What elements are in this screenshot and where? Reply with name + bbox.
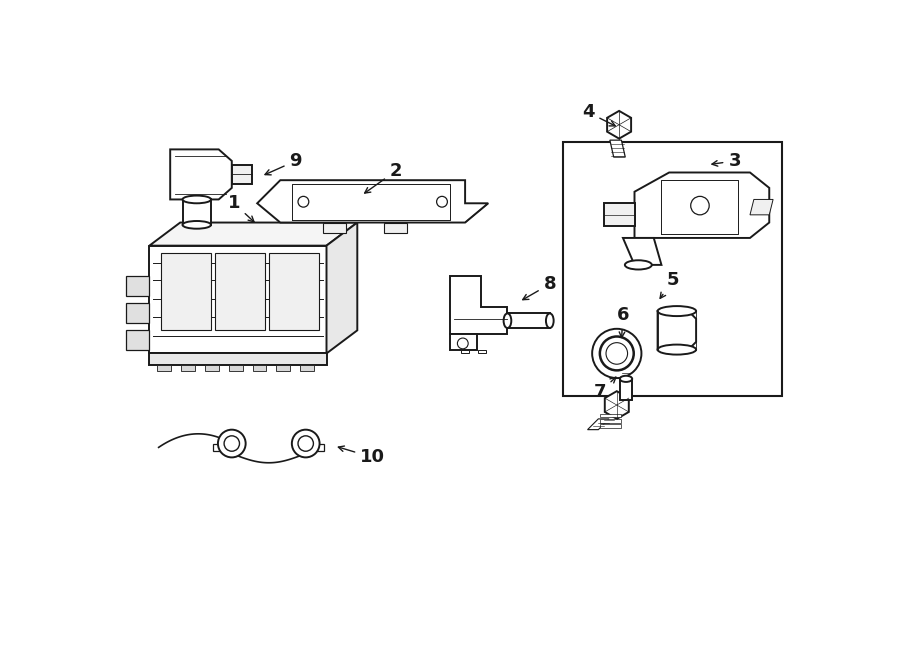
Polygon shape <box>604 204 634 226</box>
Circle shape <box>592 329 642 378</box>
Bar <box>562 141 782 396</box>
Ellipse shape <box>183 221 211 229</box>
Circle shape <box>606 342 627 364</box>
Polygon shape <box>253 365 266 371</box>
Polygon shape <box>605 391 629 419</box>
Polygon shape <box>269 253 319 330</box>
Polygon shape <box>232 165 252 184</box>
Polygon shape <box>478 350 486 354</box>
Polygon shape <box>161 253 211 330</box>
Text: 5: 5 <box>660 271 680 298</box>
Polygon shape <box>126 303 149 323</box>
Ellipse shape <box>620 375 632 382</box>
Ellipse shape <box>546 313 554 328</box>
Text: 3: 3 <box>712 152 741 170</box>
Polygon shape <box>306 444 324 451</box>
Polygon shape <box>149 354 327 365</box>
Polygon shape <box>634 173 770 238</box>
Ellipse shape <box>658 344 696 354</box>
Text: 1: 1 <box>228 194 254 222</box>
Polygon shape <box>170 149 232 200</box>
Circle shape <box>690 196 709 215</box>
Polygon shape <box>599 424 621 428</box>
Polygon shape <box>126 276 149 295</box>
Ellipse shape <box>504 313 511 328</box>
Polygon shape <box>183 200 211 225</box>
Text: 2: 2 <box>364 162 402 193</box>
Polygon shape <box>610 140 626 157</box>
Circle shape <box>292 430 320 457</box>
Circle shape <box>436 196 447 207</box>
Text: 8: 8 <box>523 275 556 299</box>
Polygon shape <box>450 334 477 350</box>
Polygon shape <box>608 111 631 139</box>
Polygon shape <box>623 238 662 265</box>
Ellipse shape <box>658 306 696 316</box>
Polygon shape <box>276 365 291 371</box>
Polygon shape <box>588 419 609 430</box>
Circle shape <box>224 436 239 451</box>
Polygon shape <box>599 414 621 417</box>
Polygon shape <box>658 311 696 350</box>
Text: 10: 10 <box>338 446 385 467</box>
Polygon shape <box>599 419 621 423</box>
Polygon shape <box>257 180 488 223</box>
Circle shape <box>218 430 246 457</box>
Polygon shape <box>149 246 327 354</box>
Circle shape <box>298 196 309 207</box>
Polygon shape <box>508 313 550 328</box>
Polygon shape <box>384 223 408 233</box>
Polygon shape <box>301 365 314 371</box>
Polygon shape <box>215 253 265 330</box>
Polygon shape <box>620 379 632 401</box>
Circle shape <box>599 336 634 370</box>
Polygon shape <box>461 350 469 354</box>
Text: 7: 7 <box>594 377 616 401</box>
Polygon shape <box>750 200 773 215</box>
Ellipse shape <box>183 196 211 204</box>
Polygon shape <box>181 365 194 371</box>
Polygon shape <box>158 365 171 371</box>
Ellipse shape <box>625 260 652 270</box>
Polygon shape <box>229 365 243 371</box>
Circle shape <box>298 436 313 451</box>
Circle shape <box>457 338 468 349</box>
Polygon shape <box>322 223 346 233</box>
Polygon shape <box>327 223 357 354</box>
Polygon shape <box>126 330 149 350</box>
Text: 6: 6 <box>616 306 629 338</box>
Polygon shape <box>213 444 232 451</box>
Polygon shape <box>450 276 508 334</box>
Text: 9: 9 <box>265 152 302 175</box>
Polygon shape <box>465 204 488 223</box>
Text: 4: 4 <box>582 103 616 126</box>
Polygon shape <box>205 365 219 371</box>
Polygon shape <box>149 223 357 246</box>
